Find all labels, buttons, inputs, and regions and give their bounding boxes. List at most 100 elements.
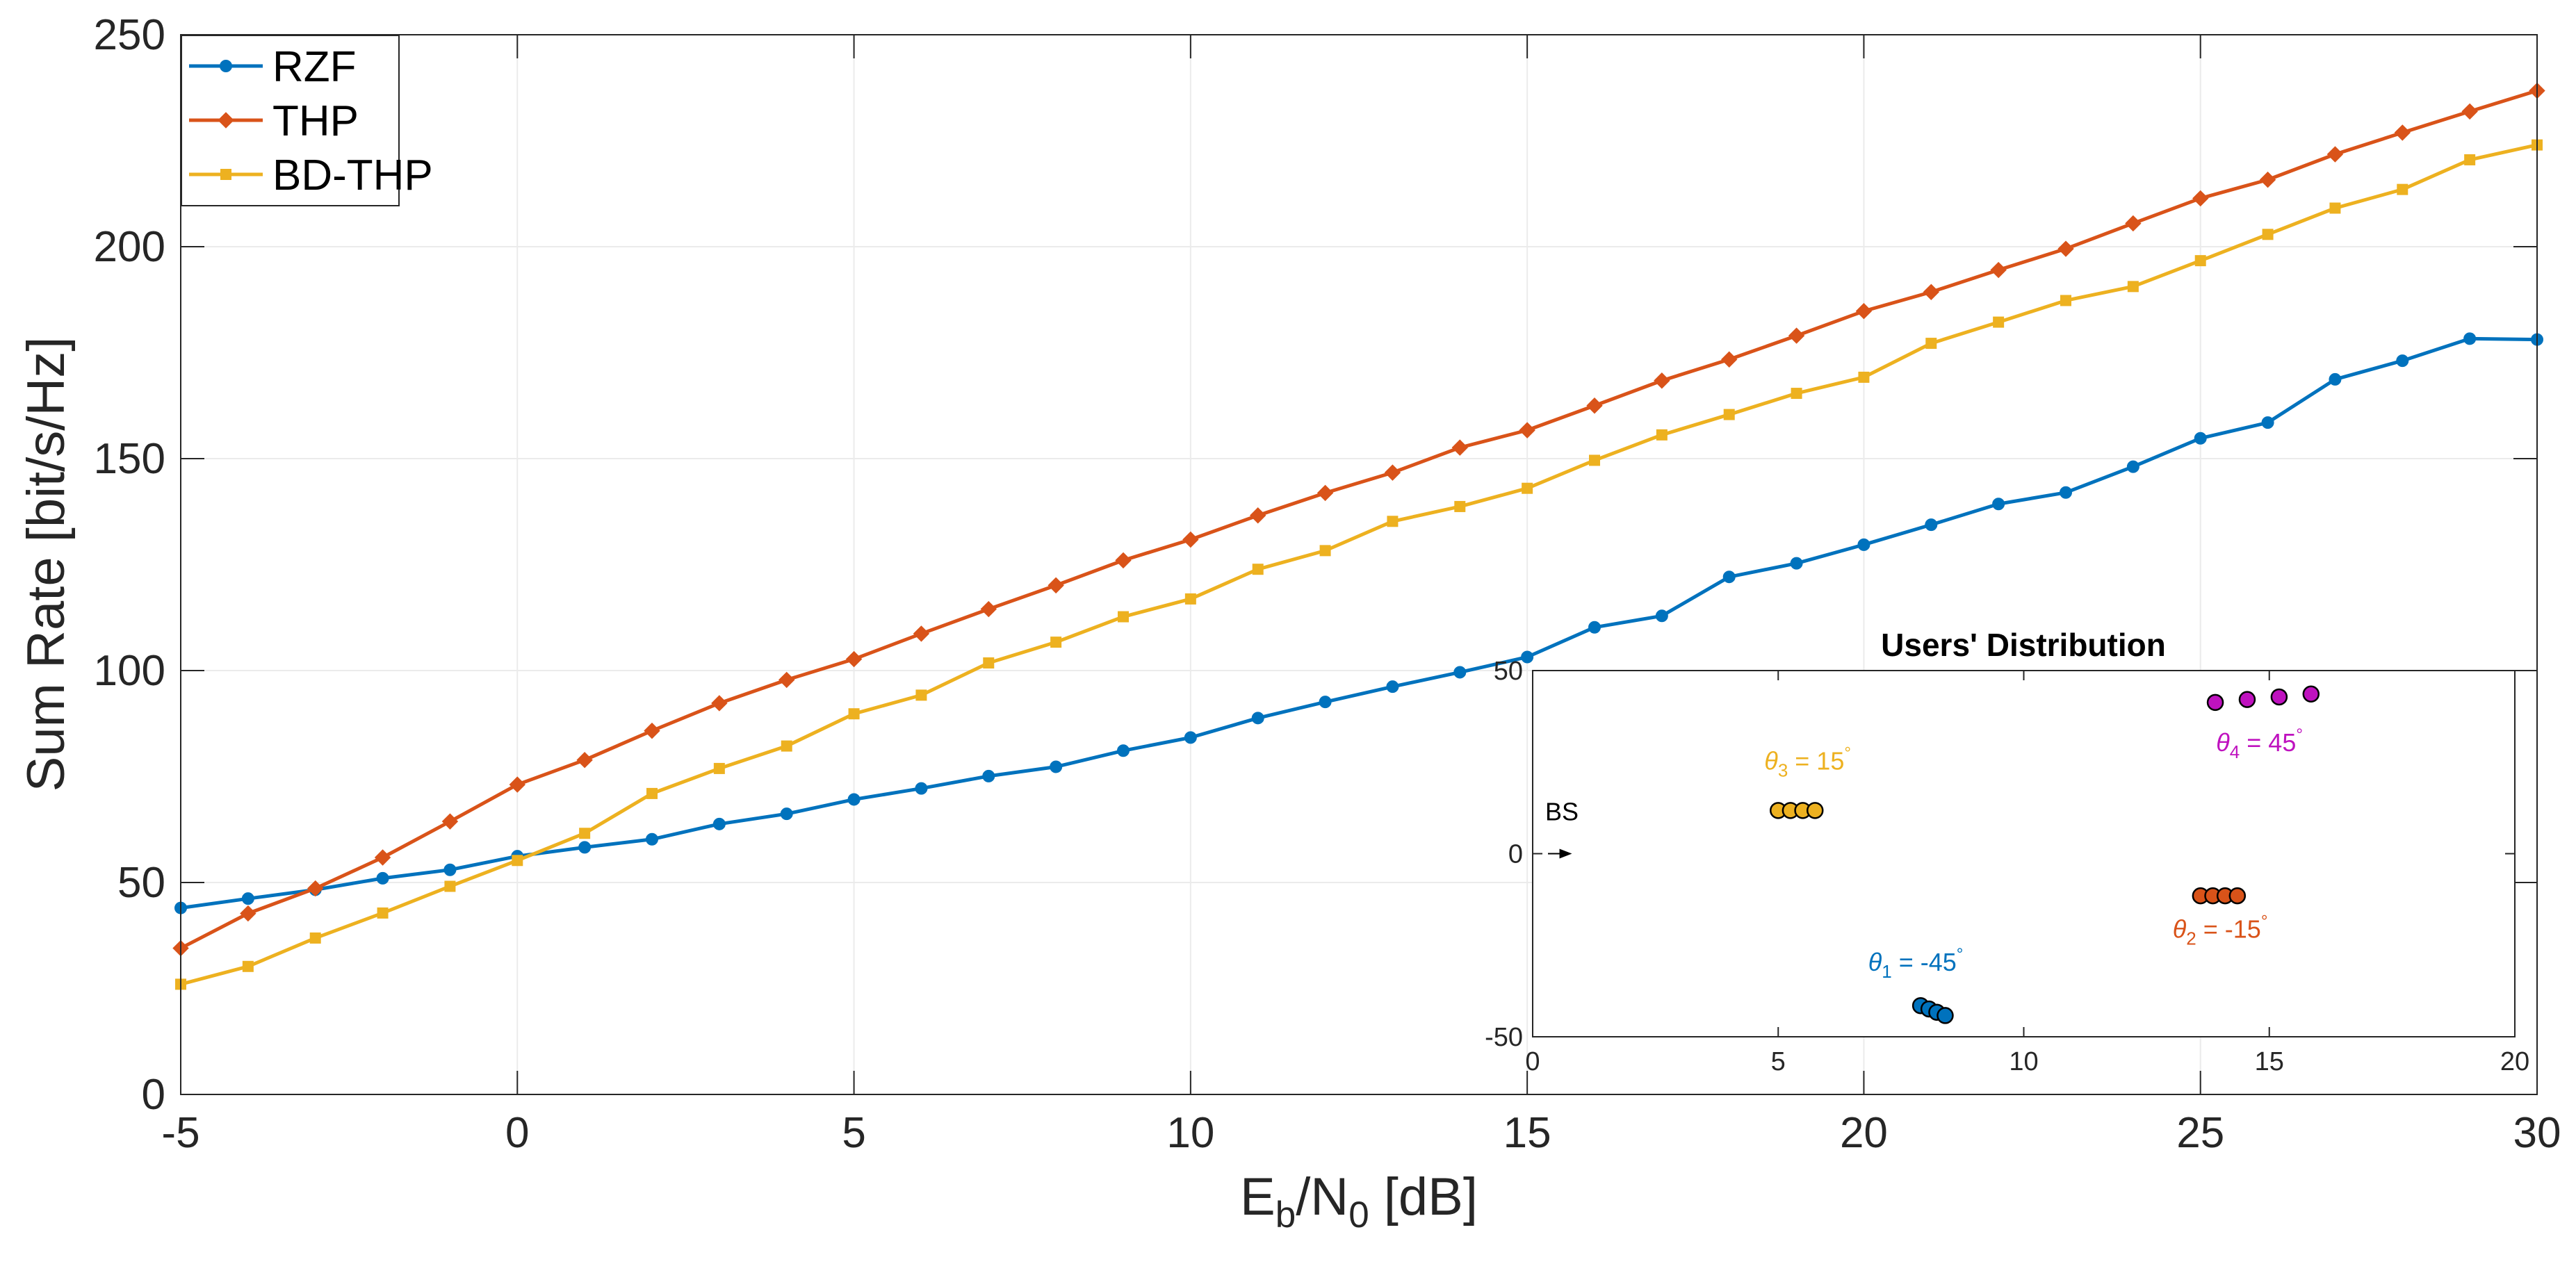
inset-x-tick-label-2: 10 [2009,1047,2038,1076]
point-rzf-13 [1050,760,1063,773]
point-bd-thp-15 [1184,593,1196,605]
point-rzf-11 [915,782,928,795]
inset-y-tick-label-2: 50 [1494,657,1523,686]
series-line-rzf [180,336,2538,910]
user-group-3-degree-mark: ° [1844,744,1851,762]
point-thp-2 [307,880,324,897]
user-group-2-angle-value: = -15 [2196,915,2261,944]
bs-arrow-head [1559,848,1572,859]
user-group-3-theta-subscript: 3 [1778,760,1788,780]
inset-title: Users' Distribution [1881,627,2166,663]
point-thp-9 [778,671,795,689]
point-rzf-23 [1722,571,1736,584]
point-thp-20 [1519,422,1535,438]
point-rzf-8 [712,817,726,830]
point-thp-29 [2125,215,2142,232]
point-thp-34 [2461,103,2478,120]
point-bd-thp-34 [2464,154,2476,165]
point-thp-16 [1250,507,1266,524]
point-thp-21 [1586,397,1603,414]
x-label-unit: [dB] [1369,1167,1478,1226]
point-bd-thp-30 [2194,255,2206,267]
bs-label: BS [1545,798,1579,826]
point-rzf-3 [376,871,389,885]
point-bd-thp-6 [579,828,591,839]
point-thp-5 [509,776,525,793]
y-tick-label-3: 150 [94,435,165,483]
point-thp-14 [1115,552,1132,569]
point-thp-8 [711,695,728,712]
inset-x-tick-label-4: 20 [2500,1047,2529,1076]
point-thp-1 [240,905,256,922]
point-rzf-10 [847,793,861,806]
point-bd-thp-17 [1319,545,1331,557]
point-bd-thp-10 [848,708,860,720]
point-rzf-28 [2060,486,2072,499]
legend-marker-bd-thp [220,169,231,180]
point-rzf-21 [1588,621,1601,634]
point-bd-thp-12 [983,657,995,669]
point-thp-6 [576,752,593,769]
x-axis-label: Eb/N0 [dB] [1240,1167,1478,1236]
point-rzf-32 [2329,372,2342,386]
point-rzf-24 [1790,557,1803,570]
x-label-sub-b: b [1275,1195,1296,1236]
point-thp-4 [441,813,459,830]
point-thp-10 [845,650,863,668]
point-bd-thp-20 [1522,482,1533,494]
point-bd-thp-26 [1925,338,1937,350]
point-bd-thp-5 [512,855,523,867]
inset-y-tick-label-1: 0 [1508,840,1523,869]
point-thp-32 [2326,146,2344,163]
y-tick-label-5: 250 [94,11,165,59]
user-group-2-theta: θ [2173,915,2187,944]
point-thp-18 [1384,464,1401,481]
x-tick-label-0: -5 [161,1109,199,1157]
point-bd-thp-3 [377,907,389,919]
y-axis-label: Sum Rate [bit/s/Hz] [17,337,76,792]
point-bd-thp-9 [781,740,792,752]
x-tick-label-3: 10 [1166,1109,1214,1157]
point-bd-thp-4 [444,880,456,892]
y-tick-label-0: 0 [142,1071,165,1119]
user-group-2-degree-mark: ° [2261,912,2268,931]
user-group-3-angle-label: θ3 = 15° [1764,744,1851,780]
point-rzf-14 [1117,744,1130,757]
point-rzf-20 [1521,650,1534,664]
user-group-4-point-1 [2238,691,2256,708]
point-rzf-33 [2396,354,2409,368]
user-group-4-degree-mark: ° [2296,725,2303,744]
point-bd-thp-7 [646,787,658,799]
main-axes-box [180,34,2538,1095]
point-rzf-1 [241,892,254,905]
point-bd-thp-13 [1050,637,1062,648]
user-group-3-point-3 [1806,802,1824,819]
user-group-4-angle-value: = 45 [2240,728,2296,757]
point-rzf-17 [1319,696,1332,709]
point-thp-13 [1047,577,1064,594]
point-rzf-9 [780,807,793,821]
series-line-bd-thp [180,143,2538,986]
point-bd-thp-24 [1791,388,1802,400]
point-rzf-12 [982,769,995,782]
user-group-2-angle-label: θ2 = -15° [2173,912,2268,949]
point-rzf-25 [1857,538,1870,551]
point-rzf-31 [2261,416,2274,429]
legend-marker-rzf [220,60,232,72]
user-group-3-angle-value: = 15 [1788,746,1844,775]
point-thp-24 [1788,327,1805,344]
x-tick-label-1: 0 [505,1109,529,1157]
point-bd-thp-29 [2127,281,2139,293]
point-thp-25 [1855,303,1873,320]
user-group-2-point-3 [2228,887,2247,905]
point-thp-22 [1654,372,1670,389]
point-bd-thp-18 [1387,516,1399,527]
x-label-e: E [1240,1167,1275,1226]
point-bd-thp-22 [1656,429,1668,441]
point-bd-thp-1 [242,960,254,972]
x-label-n: /N [1296,1167,1348,1226]
inset-x-tick-label-3: 15 [2255,1047,2284,1076]
